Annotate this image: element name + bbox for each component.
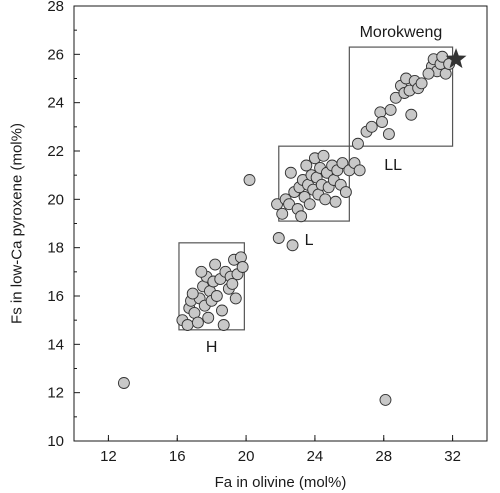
y-axis-title: Fs in low-Ca pyroxene (mol%) — [8, 123, 25, 324]
morokweng-label: Morokweng — [360, 24, 443, 41]
data-point — [382, 128, 395, 141]
data-point — [353, 164, 366, 177]
data-point — [300, 159, 313, 172]
y-tick-label: 28 — [47, 0, 64, 15]
ticks: 12 16 20 24 28 32 10 12 14 16 18 20 22 24 26 28 — [47, 0, 461, 465]
highlight-group: Morokweng — [360, 24, 467, 69]
data-point — [202, 311, 215, 324]
data-point — [336, 157, 349, 170]
data-point — [317, 149, 330, 162]
data-point — [329, 195, 342, 208]
x-tick-label: 12 — [100, 448, 117, 465]
data-point — [295, 210, 308, 223]
data-point — [191, 316, 204, 329]
y-tick-label: 20 — [47, 191, 64, 208]
data-point — [379, 393, 392, 406]
y-tick-label: 14 — [47, 336, 64, 353]
y-tick-label: 10 — [47, 433, 64, 450]
data-point — [376, 116, 388, 128]
y-tick-label: 26 — [47, 46, 64, 63]
x-tick-label: 20 — [238, 448, 255, 465]
x-axis-title: Fa in olivine (mol%) — [215, 474, 347, 491]
x-tick-label: 28 — [375, 448, 392, 465]
region-label-ll: LL — [384, 157, 402, 174]
region-box-h — [178, 242, 245, 331]
data-point — [351, 137, 364, 150]
x-tick-label: 24 — [307, 448, 324, 465]
y-tick-label: 22 — [47, 143, 64, 160]
data-point — [226, 277, 239, 290]
data-point — [217, 319, 230, 331]
data-point — [339, 186, 352, 199]
data-point — [303, 198, 316, 211]
morokweng-star-marker — [445, 48, 467, 69]
data-point — [243, 174, 256, 186]
data-point — [415, 77, 428, 90]
data-point — [216, 304, 228, 317]
region-box-ll — [348, 46, 454, 147]
data-point — [181, 319, 194, 331]
data-point — [284, 166, 297, 179]
data-point — [117, 377, 130, 389]
data-point — [272, 232, 285, 244]
x-tick-label: 16 — [169, 448, 186, 465]
data-point — [229, 292, 242, 305]
data-point — [365, 120, 378, 133]
y-tick-label: 18 — [47, 240, 64, 257]
data-point — [186, 287, 199, 300]
x-tick-label: 32 — [444, 448, 461, 465]
data-point — [195, 265, 208, 278]
data-point — [236, 261, 249, 273]
data-point — [384, 103, 397, 116]
data-points — [117, 50, 456, 406]
region-label-l: L — [305, 232, 314, 249]
data-point — [209, 258, 222, 271]
data-point — [374, 106, 387, 119]
region-label-h: H — [206, 339, 218, 356]
data-point — [405, 108, 418, 121]
region-box-l — [278, 145, 350, 222]
y-tick-label: 16 — [47, 288, 64, 305]
data-point — [422, 67, 435, 80]
y-tick-label: 12 — [47, 385, 64, 402]
y-tick-label: 24 — [47, 95, 64, 112]
data-point — [210, 290, 223, 302]
data-point — [276, 207, 289, 220]
data-point — [319, 193, 332, 206]
data-point — [234, 251, 247, 264]
data-point — [286, 239, 299, 252]
